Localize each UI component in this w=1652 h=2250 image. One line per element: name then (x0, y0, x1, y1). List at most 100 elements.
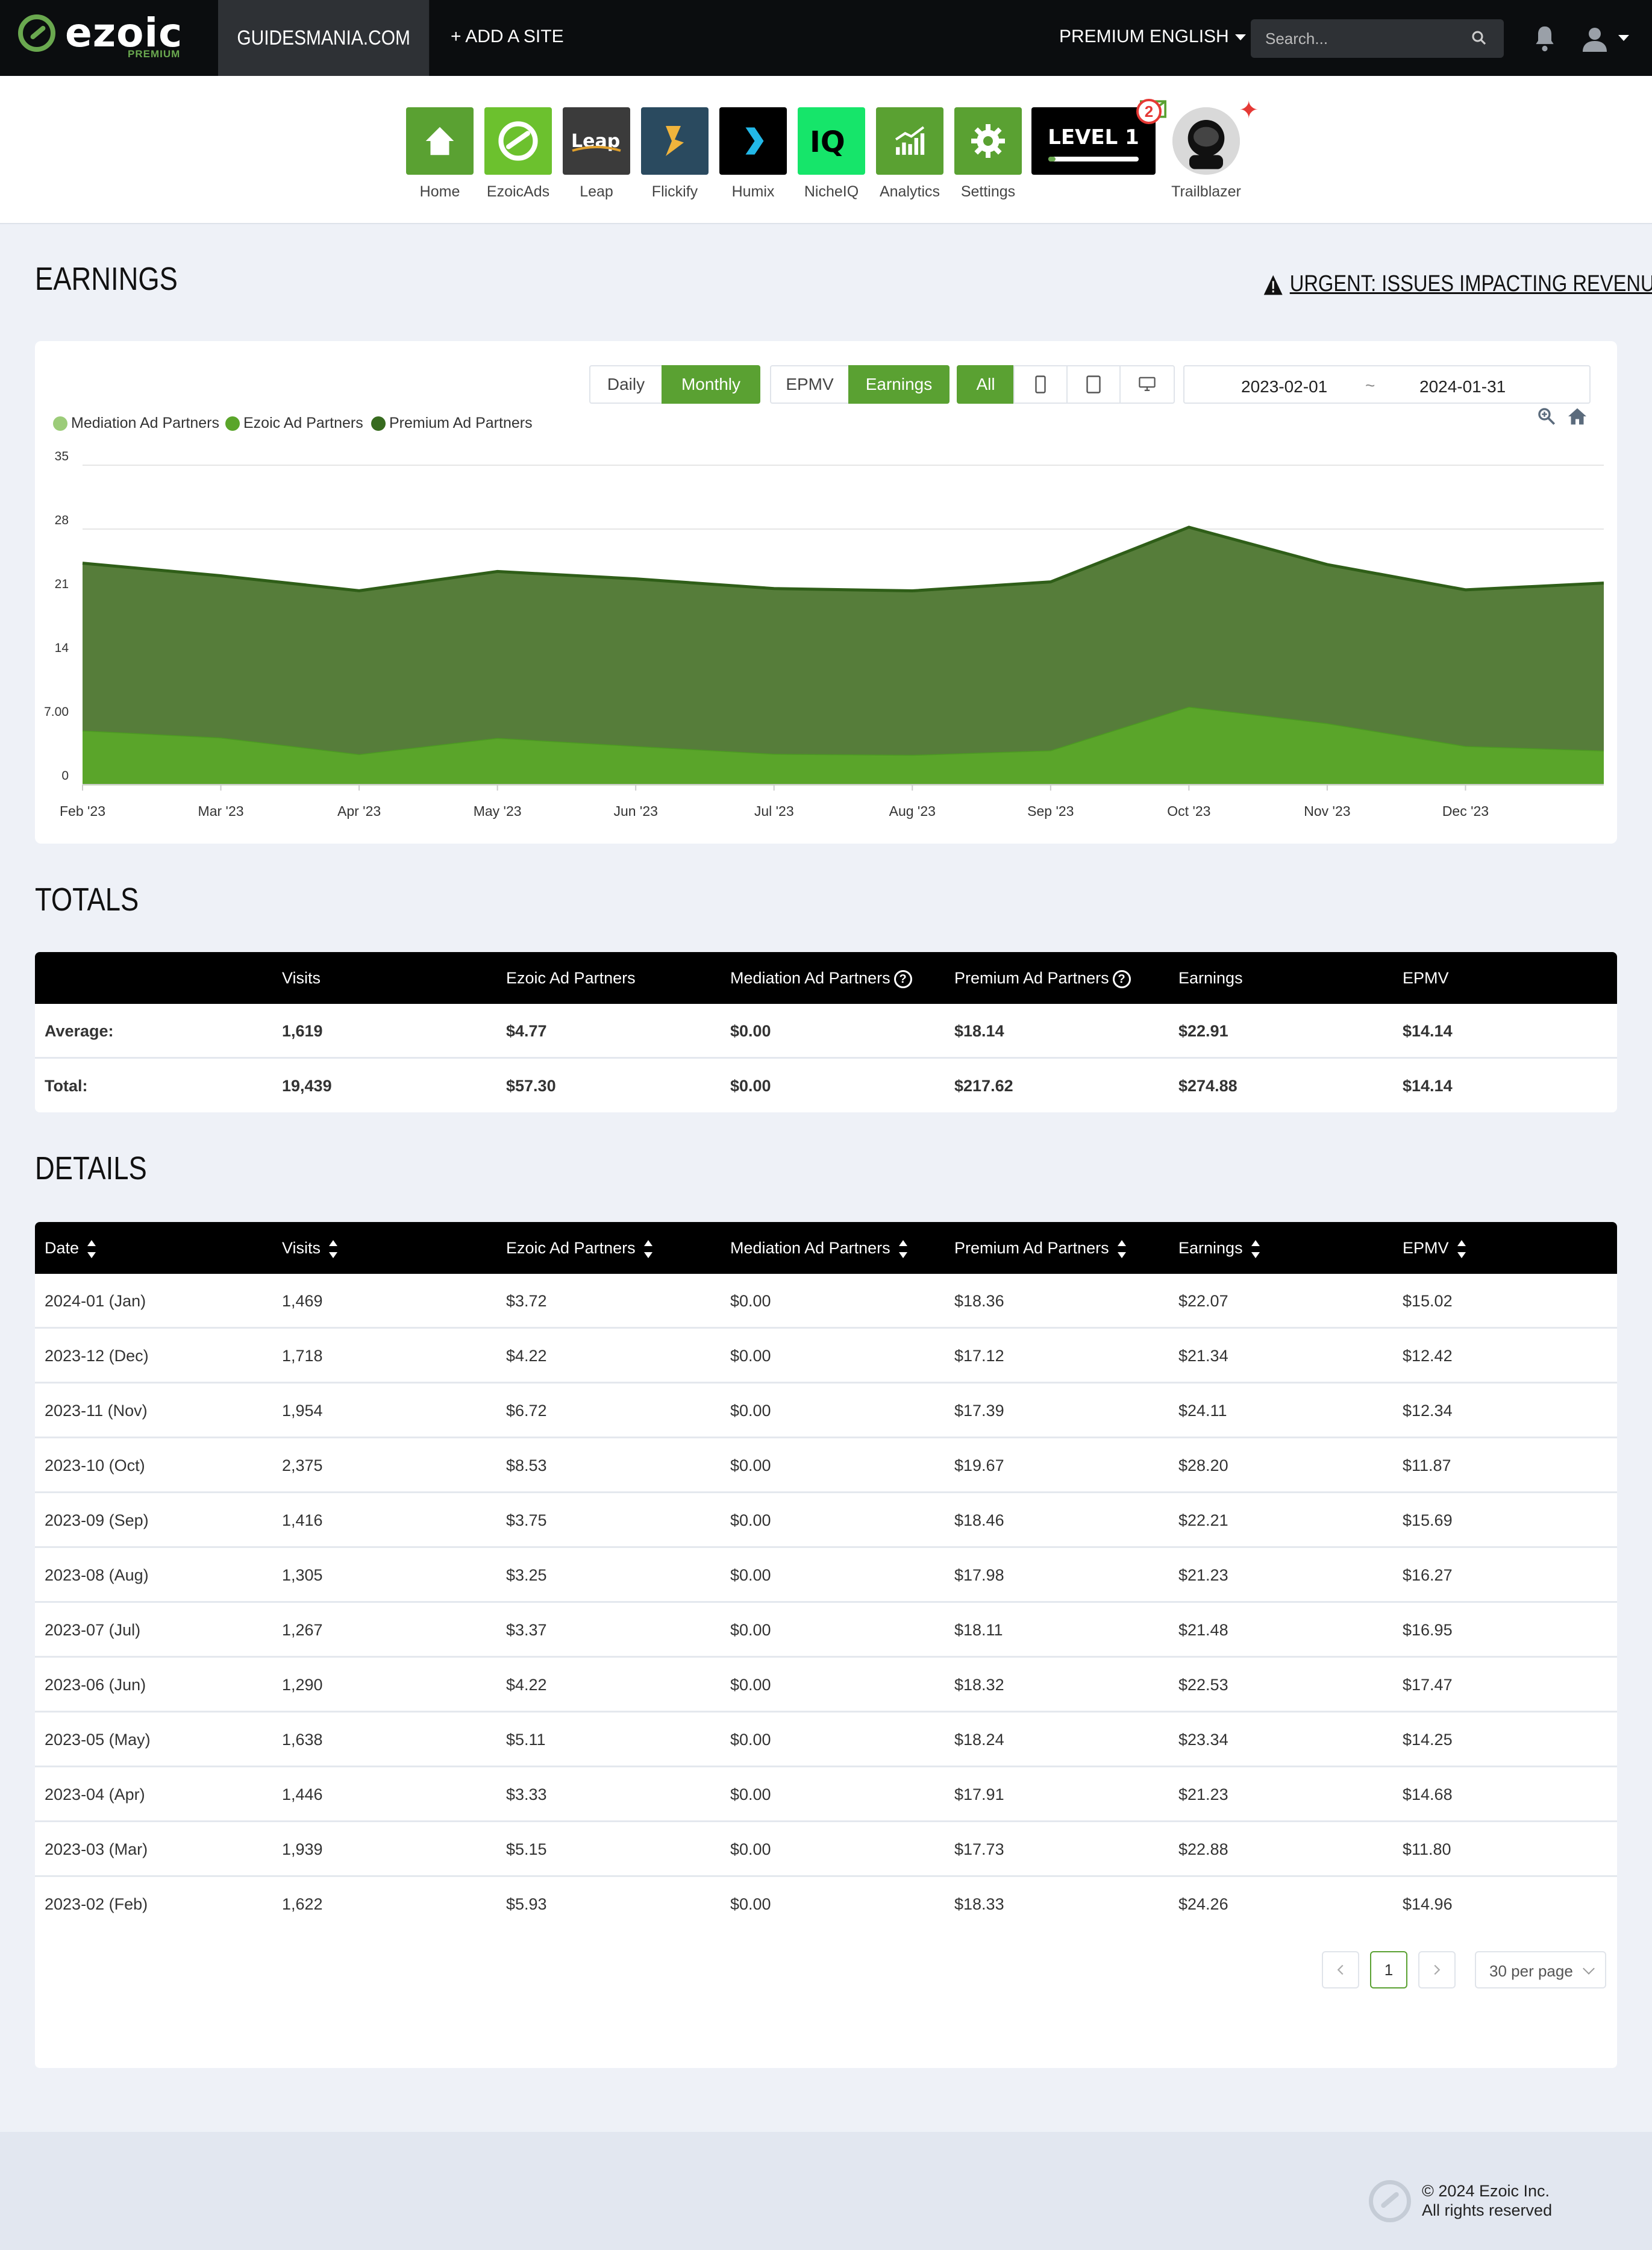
details-col-4-sortable[interactable]: Premium Ad Partners (954, 1239, 1126, 1259)
table-cell: $22.53 (1178, 1676, 1228, 1694)
daily-toggle[interactable]: Daily (589, 365, 663, 404)
sort-icon[interactable] (1251, 1239, 1260, 1259)
legend-ezoic[interactable]: Ezoic Ad Partners (225, 415, 363, 432)
help-icon[interactable]: ? (893, 970, 912, 988)
app-humix[interactable]: Humix (719, 107, 787, 201)
row-date: 2023-10 (Oct) (45, 1456, 145, 1474)
prev-page-button[interactable] (1322, 1951, 1359, 1988)
table-cell: $17.39 (954, 1402, 1004, 1420)
page-1-button[interactable]: 1 (1370, 1951, 1407, 1988)
details-col-0-sortable[interactable]: Date (45, 1239, 96, 1259)
app-leap[interactable]: Leap Leap (563, 107, 630, 201)
date-separator: ~ (1365, 376, 1375, 395)
device-desktop-toggle[interactable] (1119, 365, 1175, 404)
language-dropdown[interactable]: ENGLISH (1150, 27, 1246, 47)
x-tick-label: Sep '23 (1027, 803, 1074, 819)
device-tablet-toggle[interactable] (1066, 365, 1121, 404)
level-badge[interactable]: LEVEL 1 (1031, 107, 1156, 175)
help-icon[interactable]: ? (1112, 970, 1131, 988)
col-premium-ad-partners: Premium Ad Partners? (954, 969, 1131, 988)
row-date: 2023-12 (Dec) (45, 1347, 149, 1365)
epmv-toggle[interactable]: EPMV (770, 365, 849, 404)
chevron-down-icon (1234, 34, 1246, 41)
premium-link[interactable]: PREMIUM (1059, 27, 1145, 46)
urgent-issues-link[interactable]: URGENT: ISSUES IMPACTING REVENUE (2) (1263, 271, 1652, 297)
zoom-icon[interactable] (1536, 406, 1557, 427)
device-mobile-toggle[interactable] (1013, 365, 1068, 404)
earnings-toggle[interactable]: Earnings (848, 365, 950, 404)
table-cell: $28.20 (1178, 1456, 1228, 1474)
table-cell: $0.00 (730, 1785, 771, 1803)
totals-table: Visits Ezoic Ad Partners Mediation Ad Pa… (35, 952, 1617, 1112)
table-row: 2023-04 (Apr) 1,446 $3.33 $0.00 $17.91 $21.23… (35, 1767, 1617, 1822)
details-col-6-sortable[interactable]: EPMV (1403, 1239, 1466, 1259)
date-to[interactable]: 2024-01-31 (1419, 377, 1506, 396)
x-tick-label: May '23 (474, 803, 522, 819)
legend-premium[interactable]: Premium Ad Partners (371, 415, 533, 432)
col-label: Premium Ad Partners (954, 1239, 1109, 1258)
app-analytics[interactable]: Analytics (876, 107, 943, 201)
search-icon[interactable] (1470, 29, 1488, 47)
date-range-picker[interactable]: 2023-02-01 ~ 2024-01-31 (1183, 365, 1591, 404)
legend-label: Mediation Ad Partners (71, 415, 219, 431)
user-avatar-icon[interactable] (1580, 24, 1610, 53)
details-col-1-sortable[interactable]: Visits (282, 1239, 338, 1259)
app-label: NicheIQ (804, 183, 859, 200)
app-flickify[interactable]: Flickify (641, 107, 709, 201)
table-cell: $12.34 (1403, 1402, 1453, 1420)
col-label: EPMV (1403, 1239, 1449, 1258)
totals-cell: $0.00 (730, 1022, 771, 1040)
row-date: 2023-03 (Mar) (45, 1840, 148, 1858)
user-menu-chevron-icon[interactable] (1618, 35, 1629, 41)
details-col-2-sortable[interactable]: Ezoic Ad Partners (506, 1239, 652, 1259)
details-col-5-sortable[interactable]: Earnings (1178, 1239, 1260, 1259)
totals-table-header: Visits Ezoic Ad Partners Mediation Ad Pa… (35, 952, 1617, 1004)
app-label: EzoicAds (486, 183, 550, 200)
home-icon (406, 107, 474, 175)
app-launcher-bar: Home EzoicAds Leap Leap Flickify Humix I… (0, 76, 1652, 224)
bell-icon[interactable] (1532, 24, 1558, 53)
app-nicheiq[interactable]: IQ NicheIQ (798, 107, 865, 201)
monthly-toggle[interactable]: Monthly (662, 365, 760, 404)
sort-icon[interactable] (329, 1239, 338, 1259)
per-page-select[interactable]: 30 per page (1475, 1951, 1606, 1988)
app-label: Home (419, 183, 460, 200)
next-page-button[interactable] (1418, 1951, 1456, 1988)
table-cell: 1,954 (282, 1402, 323, 1420)
app-home[interactable]: Home (406, 107, 474, 201)
sort-icon[interactable] (643, 1239, 652, 1259)
details-col-3-sortable[interactable]: Mediation Ad Partners (730, 1239, 907, 1259)
row-date: 2023-09 (Sep) (45, 1511, 149, 1529)
col-label: Earnings (1178, 1239, 1243, 1258)
logo-tier: PREMIUM (128, 48, 181, 60)
app-ezoicads[interactable]: EzoicAds (484, 107, 552, 201)
legend-mediation[interactable]: Mediation Ad Partners (53, 415, 219, 432)
table-cell: $16.27 (1403, 1566, 1453, 1584)
row-date: 2023-06 (Jun) (45, 1676, 146, 1694)
sort-icon[interactable] (87, 1239, 96, 1259)
site-selector-tab[interactable]: GUIDESMANIA.COM (218, 0, 430, 76)
table-cell: $22.88 (1178, 1840, 1228, 1858)
ezoic-logo[interactable]: ezoic PREMIUM (18, 10, 199, 65)
table-cell: 1,290 (282, 1676, 323, 1694)
col-label: Ezoic Ad Partners (506, 1239, 636, 1258)
add-site-link[interactable]: + ADD A SITE (451, 27, 564, 46)
table-cell: $3.25 (506, 1566, 547, 1584)
y-tick-label: 14 (55, 641, 69, 655)
per-page-label: 30 per page (1489, 1962, 1573, 1980)
device-all-toggle[interactable]: All (957, 365, 1015, 404)
sort-icon[interactable] (898, 1239, 907, 1259)
earnings-area-chart: 0 7.00 14 21 28 35 Feb '23 Mar '23 Apr '23 May '2… (44, 450, 1604, 819)
table-cell: 1,469 (282, 1292, 323, 1310)
table-cell: $3.33 (506, 1785, 547, 1803)
sort-icon[interactable] (1117, 1239, 1126, 1259)
reset-zoom-home-icon[interactable] (1566, 406, 1588, 427)
sort-icon[interactable] (1457, 1239, 1466, 1259)
rights-text: All rights reserved (1422, 2201, 1553, 2219)
date-from[interactable]: 2023-02-01 (1241, 377, 1328, 396)
search-input[interactable] (1251, 19, 1504, 58)
trailblazer-button[interactable]: Trailblazer (1170, 107, 1242, 201)
app-label: Humix (731, 183, 775, 200)
table-cell: $3.37 (506, 1621, 547, 1639)
app-settings[interactable]: Settings (954, 107, 1022, 201)
